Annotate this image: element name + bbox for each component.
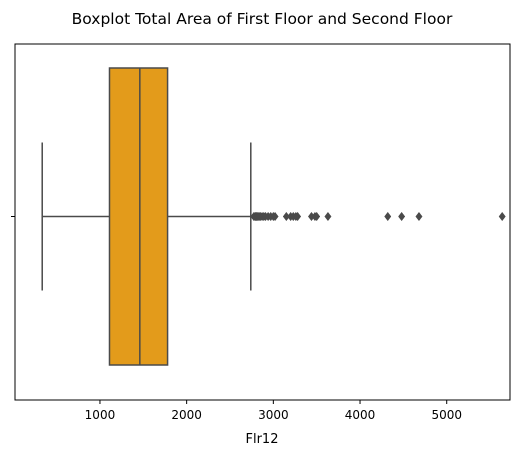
plot-frame <box>14 43 511 401</box>
x-tick-label: 1000 <box>85 408 116 422</box>
chart-marks <box>41 67 506 366</box>
outlier-point <box>324 211 332 222</box>
x-tick-label: 5000 <box>431 408 462 422</box>
x-axis-label: Flr12 <box>246 432 279 447</box>
x-axis-ticks: 1000 2000 3000 4000 5000 <box>85 400 462 422</box>
chart-title: Boxplot Total Area of First Floor and Se… <box>72 10 453 28</box>
outlier-point <box>271 211 279 222</box>
x-tick-label: 3000 <box>258 408 289 422</box>
outlier-point <box>398 211 406 222</box>
outlier-point <box>415 211 423 222</box>
x-tick-label: 2000 <box>171 408 202 422</box>
iqr-box <box>108 67 169 366</box>
outlier-point <box>294 211 302 222</box>
outlier-point <box>313 211 321 222</box>
outlier-point <box>384 211 392 222</box>
x-tick-label: 4000 <box>345 408 376 422</box>
outlier-point <box>498 211 506 222</box>
